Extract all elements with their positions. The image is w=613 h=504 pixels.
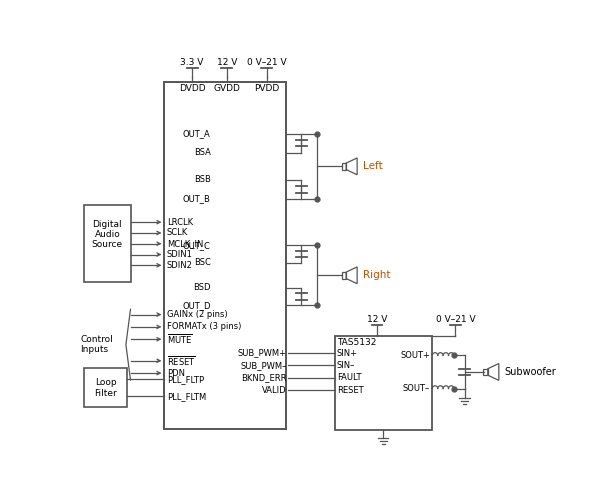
- Text: Digital: Digital: [93, 220, 122, 229]
- Bar: [85, 205, 131, 282]
- Text: FORMATx (3 pins): FORMATx (3 pins): [167, 323, 241, 332]
- Text: 0 V–21 V: 0 V–21 V: [247, 57, 287, 67]
- Text: Right: Right: [363, 270, 390, 280]
- Bar: [341, 272, 346, 279]
- Text: 12 V: 12 V: [216, 57, 237, 67]
- Text: PLL_FLTP: PLL_FLTP: [167, 375, 204, 384]
- Text: PDN: PDN: [167, 368, 185, 377]
- Text: OUT_D: OUT_D: [182, 301, 211, 310]
- Text: VALID: VALID: [262, 386, 287, 395]
- Text: PLL_FLTM: PLL_FLTM: [167, 392, 206, 401]
- Text: $\overline{\mathrm{RESET}}$: $\overline{\mathrm{RESET}}$: [167, 354, 196, 368]
- Text: BSB: BSB: [194, 175, 211, 184]
- Text: BKND_ERR: BKND_ERR: [242, 373, 287, 382]
- Bar: [85, 368, 128, 407]
- Text: SDIN1: SDIN1: [167, 250, 192, 259]
- Bar: [164, 82, 286, 428]
- Text: MCLK_IN: MCLK_IN: [167, 239, 203, 248]
- Bar: [341, 163, 346, 169]
- Text: 3.3 V: 3.3 V: [180, 57, 204, 67]
- Text: SIN+: SIN+: [337, 349, 358, 357]
- Text: Subwoofer: Subwoofer: [504, 367, 557, 377]
- Bar: [484, 369, 488, 375]
- Text: DVDD: DVDD: [179, 84, 205, 93]
- Text: BSC: BSC: [194, 259, 211, 268]
- Text: $\overline{\mathrm{MUTE}}$: $\overline{\mathrm{MUTE}}$: [167, 332, 192, 346]
- Text: BSD: BSD: [193, 283, 211, 292]
- Text: GVDD: GVDD: [213, 84, 240, 93]
- Text: Left: Left: [363, 161, 383, 171]
- Text: Control
Inputs: Control Inputs: [80, 335, 113, 354]
- Text: SDIN2: SDIN2: [167, 261, 192, 270]
- Text: OUT_A: OUT_A: [183, 129, 211, 138]
- Text: 12 V: 12 V: [367, 315, 387, 324]
- Text: OUT_C: OUT_C: [183, 241, 211, 250]
- Text: TAS5132: TAS5132: [337, 339, 376, 347]
- Text: 0 V–21 V: 0 V–21 V: [436, 315, 475, 324]
- Text: Audio: Audio: [94, 230, 120, 239]
- Bar: [335, 336, 432, 430]
- Text: PVDD: PVDD: [254, 84, 280, 93]
- Text: SUB_PWM–: SUB_PWM–: [240, 361, 287, 370]
- Text: SOUT+: SOUT+: [400, 351, 430, 360]
- Text: Loop: Loop: [95, 378, 116, 387]
- Text: BSA: BSA: [194, 148, 211, 157]
- Text: SUB_PWM+: SUB_PWM+: [238, 349, 287, 357]
- Text: SCLK: SCLK: [167, 228, 188, 237]
- Text: SIN–: SIN–: [337, 361, 356, 370]
- Text: FAULT: FAULT: [337, 373, 362, 382]
- Text: Filter: Filter: [94, 389, 117, 398]
- Text: RESET: RESET: [337, 386, 364, 395]
- Text: OUT_B: OUT_B: [183, 195, 211, 204]
- Text: LRCLK: LRCLK: [167, 218, 193, 227]
- Text: SOUT–: SOUT–: [403, 384, 430, 393]
- Text: Source: Source: [92, 240, 123, 249]
- Text: GAINx (2 pins): GAINx (2 pins): [167, 310, 227, 319]
